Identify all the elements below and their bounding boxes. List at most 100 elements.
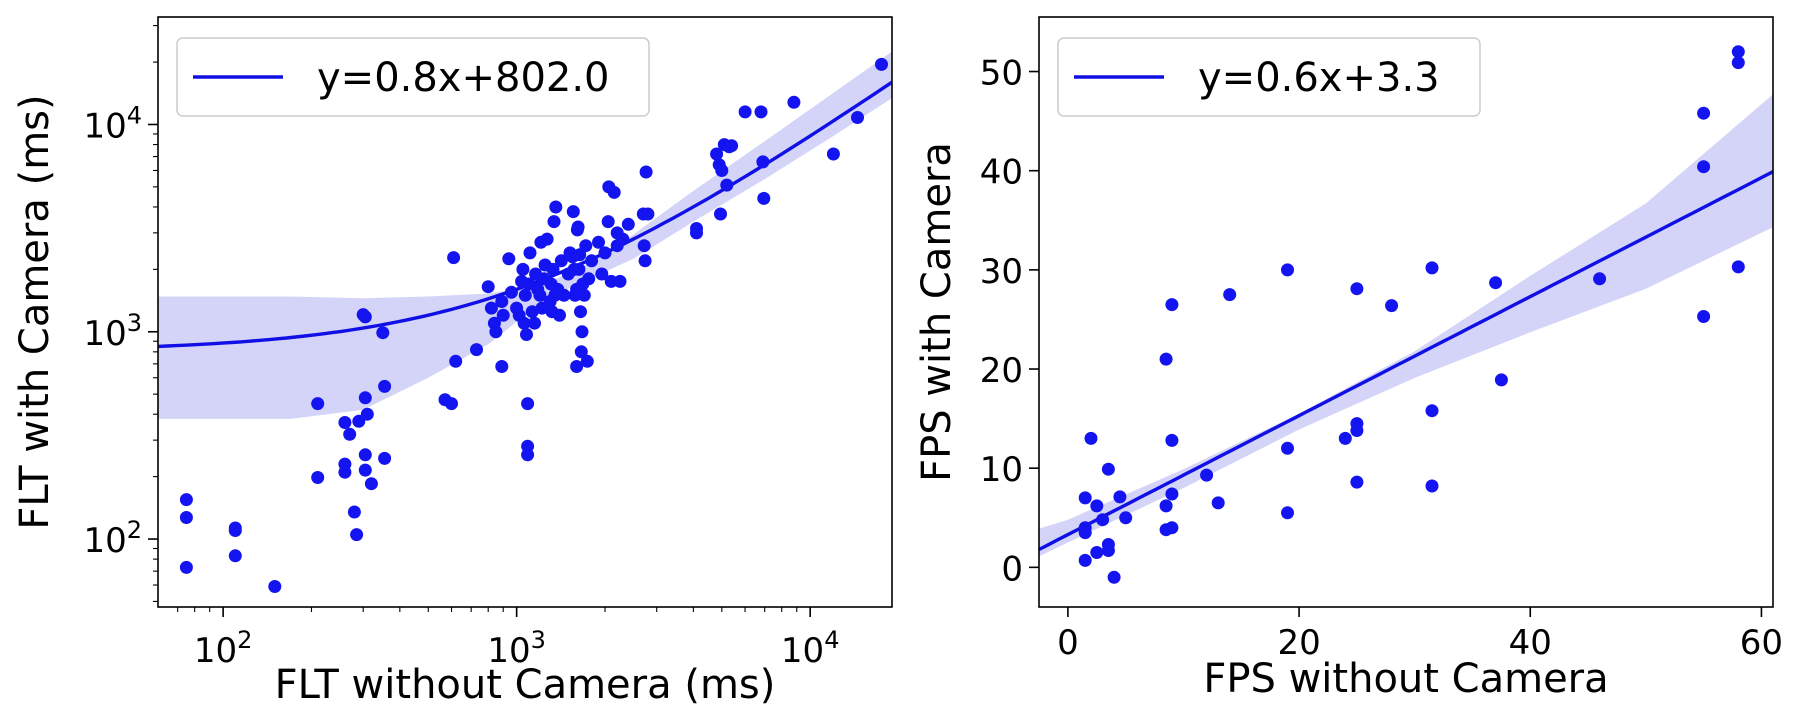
- data-point: [447, 251, 461, 265]
- x-tick-label: 103: [487, 626, 546, 671]
- data-point: [1350, 475, 1364, 489]
- y-tick-labels: 0 10 20 30 40 50: [980, 54, 1023, 590]
- data-point: [637, 239, 651, 253]
- confidence-band: [1039, 94, 1773, 557]
- data-point: [547, 215, 561, 229]
- y-tick-label: 50: [980, 54, 1023, 94]
- y-tick-label: 103: [83, 309, 142, 354]
- data-point: [826, 147, 840, 161]
- data-point: [638, 254, 652, 268]
- y-tick-label: 10: [980, 450, 1023, 490]
- data-point: [1731, 260, 1745, 274]
- data-point: [540, 232, 554, 246]
- data-point: [360, 407, 374, 421]
- y-tick-label: 102: [83, 516, 142, 561]
- data-point: [613, 274, 627, 288]
- data-point: [1200, 468, 1214, 482]
- data-point: [1165, 298, 1179, 312]
- plot-frame: [1038, 16, 1774, 608]
- data-point: [1101, 544, 1115, 557]
- data-point: [573, 248, 587, 262]
- data-point: [338, 416, 352, 429]
- data-point: [757, 191, 771, 205]
- data-point: [445, 397, 458, 411]
- data-point: [575, 325, 589, 339]
- data-point: [484, 301, 498, 315]
- data-point: [1096, 513, 1110, 527]
- data-point: [376, 326, 390, 340]
- data-point: [228, 549, 242, 563]
- x-tick-label: 102: [194, 626, 253, 671]
- legend: y=0.8x+802.0: [176, 37, 650, 117]
- data-point: [523, 246, 537, 260]
- data-point: [1697, 310, 1711, 323]
- data-point: [549, 200, 563, 214]
- data-point: [502, 252, 516, 266]
- data-point: [504, 285, 518, 299]
- data-point: [607, 185, 621, 199]
- data-point: [1338, 431, 1352, 445]
- data-point: [338, 465, 352, 479]
- data-point: [1159, 352, 1173, 366]
- data-point: [1159, 499, 1173, 513]
- data-point: [787, 95, 801, 109]
- data-point: [1084, 431, 1098, 445]
- data-point: [268, 580, 282, 593]
- flt-chart: 102 103 104 102 103 104 FLT without Came…: [12, 16, 893, 708]
- data-point: [1697, 106, 1711, 120]
- data-point: [570, 360, 584, 373]
- x-tick-label: 104: [781, 626, 840, 671]
- data-point: [1281, 263, 1294, 277]
- axis-ticks: [1029, 70, 1763, 617]
- scatter-points: [179, 57, 888, 593]
- data-point: [378, 379, 392, 393]
- data-point: [311, 471, 325, 484]
- data-point: [521, 397, 535, 411]
- data-point: [1119, 511, 1133, 525]
- data-point: [1281, 441, 1294, 455]
- data-point: [352, 414, 366, 428]
- data-point: [521, 448, 535, 462]
- data-point: [875, 57, 888, 71]
- data-point: [554, 254, 568, 268]
- data-point: [481, 280, 495, 294]
- x-tick-labels: 0 20 40 60: [1057, 623, 1783, 663]
- data-point: [639, 165, 653, 179]
- data-point: [1090, 546, 1104, 559]
- data-point: [1425, 479, 1439, 493]
- data-point: [470, 343, 483, 357]
- data-point: [601, 215, 615, 229]
- y-tick-label: 20: [980, 351, 1023, 391]
- data-point: [179, 511, 193, 524]
- data-point: [715, 164, 729, 177]
- x-tick-label: 40: [1509, 623, 1552, 663]
- data-point: [572, 262, 586, 276]
- y-tick-label: 0: [1001, 549, 1023, 589]
- data-point: [1078, 491, 1092, 505]
- x-axis-label: FPS without Camera: [1203, 656, 1608, 702]
- data-point: [228, 524, 242, 537]
- legend-label: y=0.8x+802.0: [317, 55, 610, 101]
- data-point: [1697, 160, 1711, 174]
- data-point: [571, 220, 585, 234]
- data-point: [495, 360, 509, 373]
- data-point: [690, 226, 703, 240]
- data-point: [518, 288, 532, 302]
- data-point: [592, 235, 605, 249]
- data-point: [1489, 276, 1503, 290]
- data-point: [738, 105, 752, 119]
- data-point: [358, 448, 372, 462]
- data-point: [1593, 272, 1607, 286]
- plot-frame: [157, 16, 893, 608]
- x-tick-label: 0: [1057, 623, 1079, 663]
- data-point: [179, 493, 193, 507]
- data-point: [756, 155, 770, 169]
- data-point: [496, 308, 510, 322]
- y-axis-label: FPS with Camera: [914, 142, 960, 482]
- x-tick-label: 20: [1277, 623, 1320, 663]
- data-point: [1090, 499, 1104, 513]
- data-point: [580, 354, 594, 368]
- data-point: [1425, 261, 1439, 275]
- data-point: [1494, 373, 1508, 387]
- data-point: [533, 288, 547, 302]
